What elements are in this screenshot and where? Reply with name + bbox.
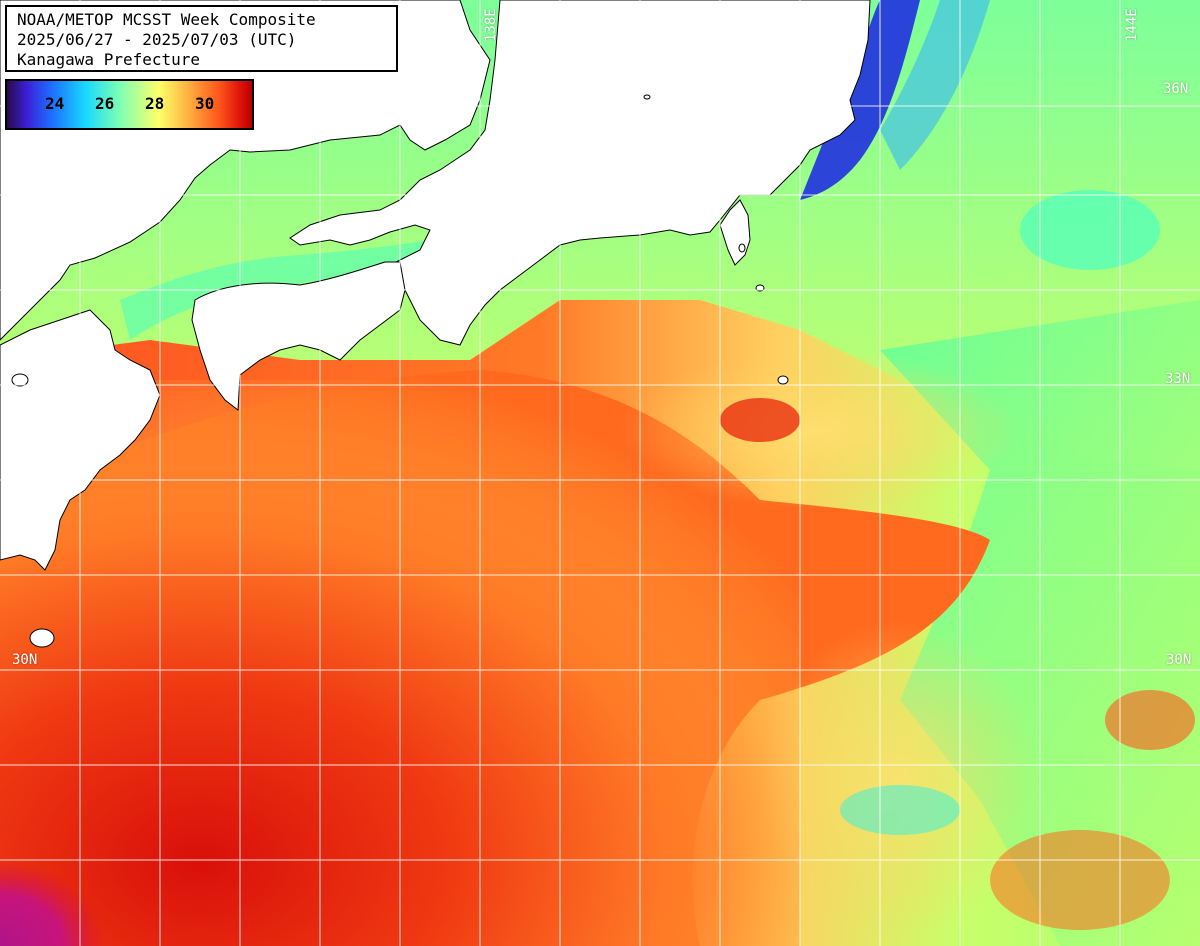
- lon-label-144e: 144E: [1124, 8, 1140, 42]
- scale-label-24: 24: [45, 94, 65, 113]
- land-honshu-central: [289, 0, 871, 346]
- cold-coast-water-outer: [880, 0, 990, 170]
- lat-label-30n-right: 30N: [1166, 652, 1192, 668]
- seto-sea-cool: [120, 240, 430, 340]
- purple-corner: [0, 700, 300, 946]
- land-islet-2: [777, 375, 789, 385]
- cold-coast-water: [800, 0, 920, 200]
- title-line-product: NOAA/METOP MCSST Week Composite: [17, 10, 316, 29]
- scale-label-26: 26: [95, 94, 115, 113]
- cool-patch-east: [1020, 190, 1160, 270]
- land-shikoku: [191, 261, 406, 411]
- title-line-period: 2025/06/27 - 2025/07/03 (UTC): [17, 30, 297, 49]
- lat-label-30n-left: 30N: [12, 652, 38, 668]
- color-scale-legend: 24 26 28 30: [5, 79, 254, 130]
- land-islet-4: [738, 243, 746, 253]
- title-line-region: Kanagawa Prefecture: [17, 50, 201, 69]
- warm-patch-se: [1105, 690, 1195, 750]
- lat-label-33n: 33N: [1165, 371, 1191, 387]
- cool-patch-southeast: [840, 785, 960, 835]
- warm-eddy: [720, 398, 800, 442]
- land-islet-5: [11, 373, 29, 387]
- scale-label-28: 28: [145, 94, 165, 113]
- lon-label-138e: 138E: [483, 8, 499, 42]
- lat-label-36n: 36N: [1163, 81, 1189, 97]
- warm-patch-sse: [990, 830, 1170, 930]
- land-tanegashima: [29, 628, 55, 648]
- title-box: NOAA/METOP MCSST Week Composite 2025/06/…: [5, 5, 398, 72]
- scale-label-30: 30: [195, 94, 215, 113]
- land-islet-3: [643, 94, 651, 100]
